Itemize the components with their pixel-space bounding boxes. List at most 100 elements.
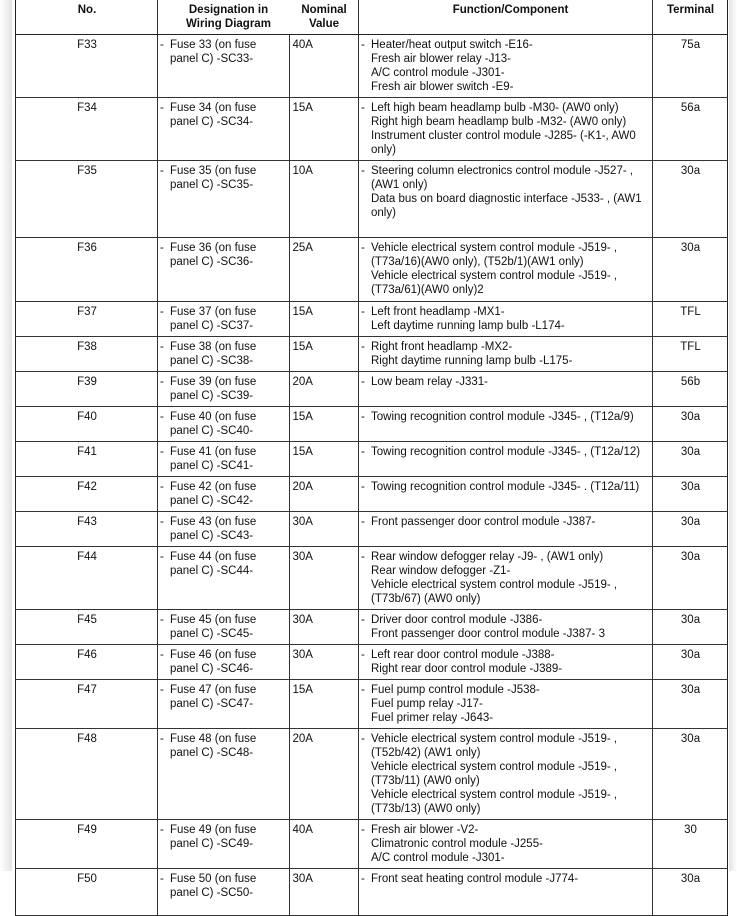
function-cell: Vehicle electrical system control module… <box>368 237 653 302</box>
table-row: F47- Fuse 47 (on fuse panel C) -SC47- 15A -… <box>15 679 728 729</box>
function-cell: Front seat heating control module -J774- <box>368 868 653 916</box>
terminal-cell: TFL <box>652 301 728 337</box>
function-line: Towing recognition control module -J345-… <box>371 481 640 493</box>
terminal-cell: 30a <box>652 546 728 610</box>
fuse-number: F42 <box>15 476 158 512</box>
dash-marker: - <box>157 301 167 337</box>
terminal-cell: 30a <box>652 609 728 645</box>
dash-marker: - <box>358 301 368 337</box>
nominal-value-cell: 20A <box>289 476 359 512</box>
terminal-cell: 30 <box>652 819 728 869</box>
nominal-value-cell: 20A <box>289 371 359 407</box>
designation-cell: Fuse 45 (on fuse panel C) -SC45- <box>167 609 290 645</box>
function-line: Left rear door control module -J388- <box>371 649 555 661</box>
function-line: Fuel pump control module -J538- <box>371 684 540 696</box>
nominal-value-cell: 20A <box>289 728 359 820</box>
fuse-number: F37 <box>15 301 158 337</box>
header-no: No. <box>15 0 158 35</box>
function-line: Vehicle electrical system control module… <box>371 761 618 787</box>
dash-marker: - <box>358 511 368 547</box>
function-cell: Driver door control module -J386- Front p… <box>368 609 653 645</box>
dash-marker: - <box>157 679 167 729</box>
designation-cell: Fuse 43 (on fuse panel C) -SC43- <box>167 511 290 547</box>
function-line: Fresh air blower switch -E9- <box>371 81 514 93</box>
terminal-cell: 30a <box>652 441 728 477</box>
dash-marker: - <box>157 441 167 477</box>
terminal-cell: 30a <box>652 644 728 680</box>
page-edge-right <box>729 0 737 871</box>
function-line: A/C control module -J301- <box>371 852 505 864</box>
terminal-cell: 30a <box>652 511 728 547</box>
function-line: Right high beam headlamp bulb -M32- (AW0… <box>371 116 627 128</box>
fuse-number: F44 <box>15 546 158 610</box>
dash-marker: - <box>157 728 167 820</box>
fuse-number: F50 <box>15 868 158 916</box>
function-cell: Towing recognition control module -J345-… <box>368 441 653 477</box>
fuse-number: F46 <box>15 644 158 680</box>
header-terminal: Terminal <box>652 0 728 35</box>
function-cell: Right front headlamp -MX2- Right daytime … <box>368 336 653 372</box>
dash-marker: - <box>358 336 368 372</box>
designation-cell: Fuse 47 (on fuse panel C) -SC47- <box>167 679 290 729</box>
dash-marker: - <box>358 371 368 407</box>
function-line: Vehicle electrical system control module… <box>371 579 618 605</box>
function-line: Instrument cluster control module -J285-… <box>371 130 636 156</box>
nominal-value-cell: 30A <box>289 511 359 547</box>
table-row: F45- Fuse 45 (on fuse panel C) -SC45- 30A -… <box>15 609 728 645</box>
fuse-number: F45 <box>15 609 158 645</box>
dash-marker: - <box>157 371 167 407</box>
function-line: Vehicle electrical system control module… <box>371 270 618 296</box>
designation-cell: Fuse 44 (on fuse panel C) -SC44- <box>167 546 290 610</box>
nominal-value-cell: 25A <box>289 237 359 302</box>
table-row: F33- Fuse 33 (on fuse panel C) -SC33- 40A -… <box>15 34 728 98</box>
dash-marker: - <box>358 679 368 729</box>
table-row: F49- Fuse 49 (on fuse panel C) -SC49- 40A -… <box>15 819 728 869</box>
fuse-number: F49 <box>15 819 158 869</box>
designation-cell: Fuse 37 (on fuse panel C) -SC37- <box>167 301 290 337</box>
designation-cell: Fuse 33 (on fuse panel C) -SC33- <box>167 34 290 98</box>
dash-marker: - <box>157 97 167 161</box>
function-line: A/C control module -J301- <box>371 67 505 79</box>
dash-marker: - <box>358 644 368 680</box>
function-cell: Towing recognition control module -J345-… <box>368 406 653 442</box>
function-cell: Low beam relay -J331- <box>368 371 653 407</box>
function-cell: Fuel pump control module -J538- Fuel pump… <box>368 679 653 729</box>
dash-marker: - <box>157 644 167 680</box>
table-row: F38- Fuse 38 (on fuse panel C) -SC38- 15A -… <box>15 336 728 372</box>
fuse-number: F34 <box>15 97 158 161</box>
dash-marker: - <box>157 237 167 302</box>
fuse-number: F33 <box>15 34 158 98</box>
nominal-value-cell: 40A <box>289 34 359 98</box>
table-row: F50- Fuse 50 (on fuse panel C) -SC50- 30A -… <box>15 868 728 916</box>
function-line: Fresh air blower relay -J13- <box>371 53 511 65</box>
function-cell: Heater/heat output switch -E16- Fresh air… <box>368 34 653 98</box>
function-line: Towing recognition control module -J345-… <box>371 446 641 458</box>
table-row: F42- Fuse 42 (on fuse panel C) -SC42- 20A -… <box>15 476 728 512</box>
dash-marker: - <box>157 609 167 645</box>
fuse-number: F35 <box>15 160 158 238</box>
designation-cell: Fuse 41 (on fuse panel C) -SC41- <box>167 441 290 477</box>
nominal-value-cell: 15A <box>289 441 359 477</box>
function-line: Fuel pump relay -J17- <box>371 698 483 710</box>
function-line: Left front headlamp -MX1- <box>371 306 505 318</box>
terminal-cell: 30a <box>652 728 728 820</box>
table-row: F35- Fuse 35 (on fuse panel C) -SC35- 10A -… <box>15 160 728 238</box>
nominal-value-cell: 15A <box>289 406 359 442</box>
fuse-number: F43 <box>15 511 158 547</box>
dash-marker: - <box>358 609 368 645</box>
terminal-cell: 30a <box>652 679 728 729</box>
function-cell: Rear window defogger relay -J9- , (AW1 o… <box>368 546 653 610</box>
nominal-value-cell: 15A <box>289 679 359 729</box>
dash-marker: - <box>358 819 368 869</box>
table-row: F43- Fuse 43 (on fuse panel C) -SC43- 30A -… <box>15 511 728 547</box>
function-line: Towing recognition control module -J345-… <box>371 411 634 423</box>
function-cell: Vehicle electrical system control module… <box>368 728 653 820</box>
designation-cell: Fuse 48 (on fuse panel C) -SC48- <box>167 728 290 820</box>
dash-marker: - <box>358 476 368 512</box>
fuse-number: F47 <box>15 679 158 729</box>
dash-marker: - <box>157 160 167 238</box>
function-line: Rear window defogger relay -J9- , (AW1 o… <box>371 551 604 563</box>
terminal-cell: 56a <box>652 97 728 161</box>
header-spacer <box>157 0 167 35</box>
dash-marker: - <box>157 819 167 869</box>
